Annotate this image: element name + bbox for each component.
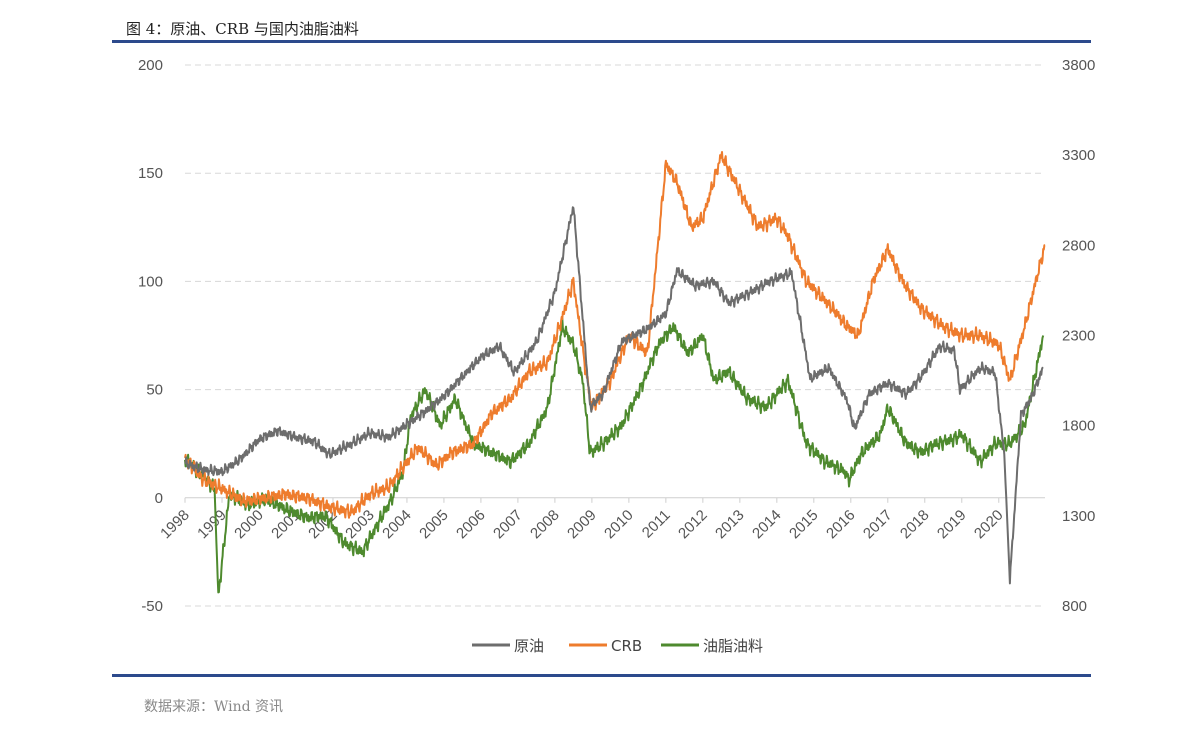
x-axis: 1998 1999 2000 2001 2002 2003 2004 2005 2006 2007… — [157, 497, 1045, 543]
left-tick-label: 100 — [138, 273, 163, 290]
left-tick-label: -50 — [141, 598, 163, 615]
right-tick-label: 1800 — [1062, 418, 1095, 435]
x-tick-label: 2016 — [823, 507, 859, 543]
x-tick-label: 1998 — [157, 507, 193, 543]
x-tick-label: 2007 — [490, 507, 526, 543]
x-tick-label: 2009 — [564, 507, 600, 543]
right-tick-label: 2800 — [1062, 237, 1095, 254]
legend-label: 油脂油料 — [703, 637, 763, 655]
x-tick-label: 2013 — [712, 507, 748, 543]
data-source-note: 数据来源：Wind 资讯 — [144, 699, 284, 715]
right-tick-label: 2300 — [1062, 328, 1095, 345]
series-lines — [184, 151, 1046, 594]
x-tick-label: 2015 — [786, 507, 822, 543]
x-tick-label: 2019 — [934, 507, 970, 543]
x-tick-label: 2017 — [860, 507, 896, 543]
left-tick-label: 50 — [146, 382, 163, 399]
series-line-1 — [184, 151, 1046, 519]
right-tick-label: 3300 — [1062, 147, 1095, 164]
bottom-rule — [112, 674, 1091, 677]
x-tick-label: 2011 — [639, 507, 674, 542]
right-tick-label: 800 — [1062, 598, 1087, 615]
figure-caption: 图 4：原油、CRB 与国内油脂油料 — [126, 20, 359, 38]
right-axis-ticks: 3800 3300 2800 2300 1800 1300 800 — [1062, 57, 1095, 615]
x-tick-label: 2006 — [453, 507, 489, 543]
x-tick-label: 2014 — [749, 507, 785, 543]
x-tick-label: 2020 — [971, 507, 1007, 543]
right-tick-label: 1300 — [1062, 508, 1095, 525]
series-line-0 — [184, 206, 1044, 585]
x-tick-label: 2010 — [601, 507, 637, 543]
left-tick-label: 0 — [155, 490, 163, 507]
left-axis-ticks: 200 150 100 50 0 -50 — [138, 57, 163, 615]
legend: 原油 CRB 油脂油料 — [472, 637, 763, 655]
x-tick-label: 2008 — [527, 507, 563, 543]
gridlines — [185, 64, 1045, 607]
x-tick-label: 2000 — [231, 507, 267, 543]
legend-label: CRB — [611, 637, 642, 655]
legend-label: 原油 — [514, 637, 544, 655]
x-tick-label: 2005 — [416, 507, 452, 543]
left-tick-label: 200 — [138, 57, 163, 74]
left-tick-label: 150 — [138, 165, 163, 182]
series-line-2 — [184, 317, 1045, 594]
x-tick-label: 2018 — [897, 507, 933, 543]
x-tick-label: 2012 — [675, 507, 711, 543]
top-rule — [112, 40, 1091, 43]
right-tick-label: 3800 — [1062, 57, 1095, 74]
